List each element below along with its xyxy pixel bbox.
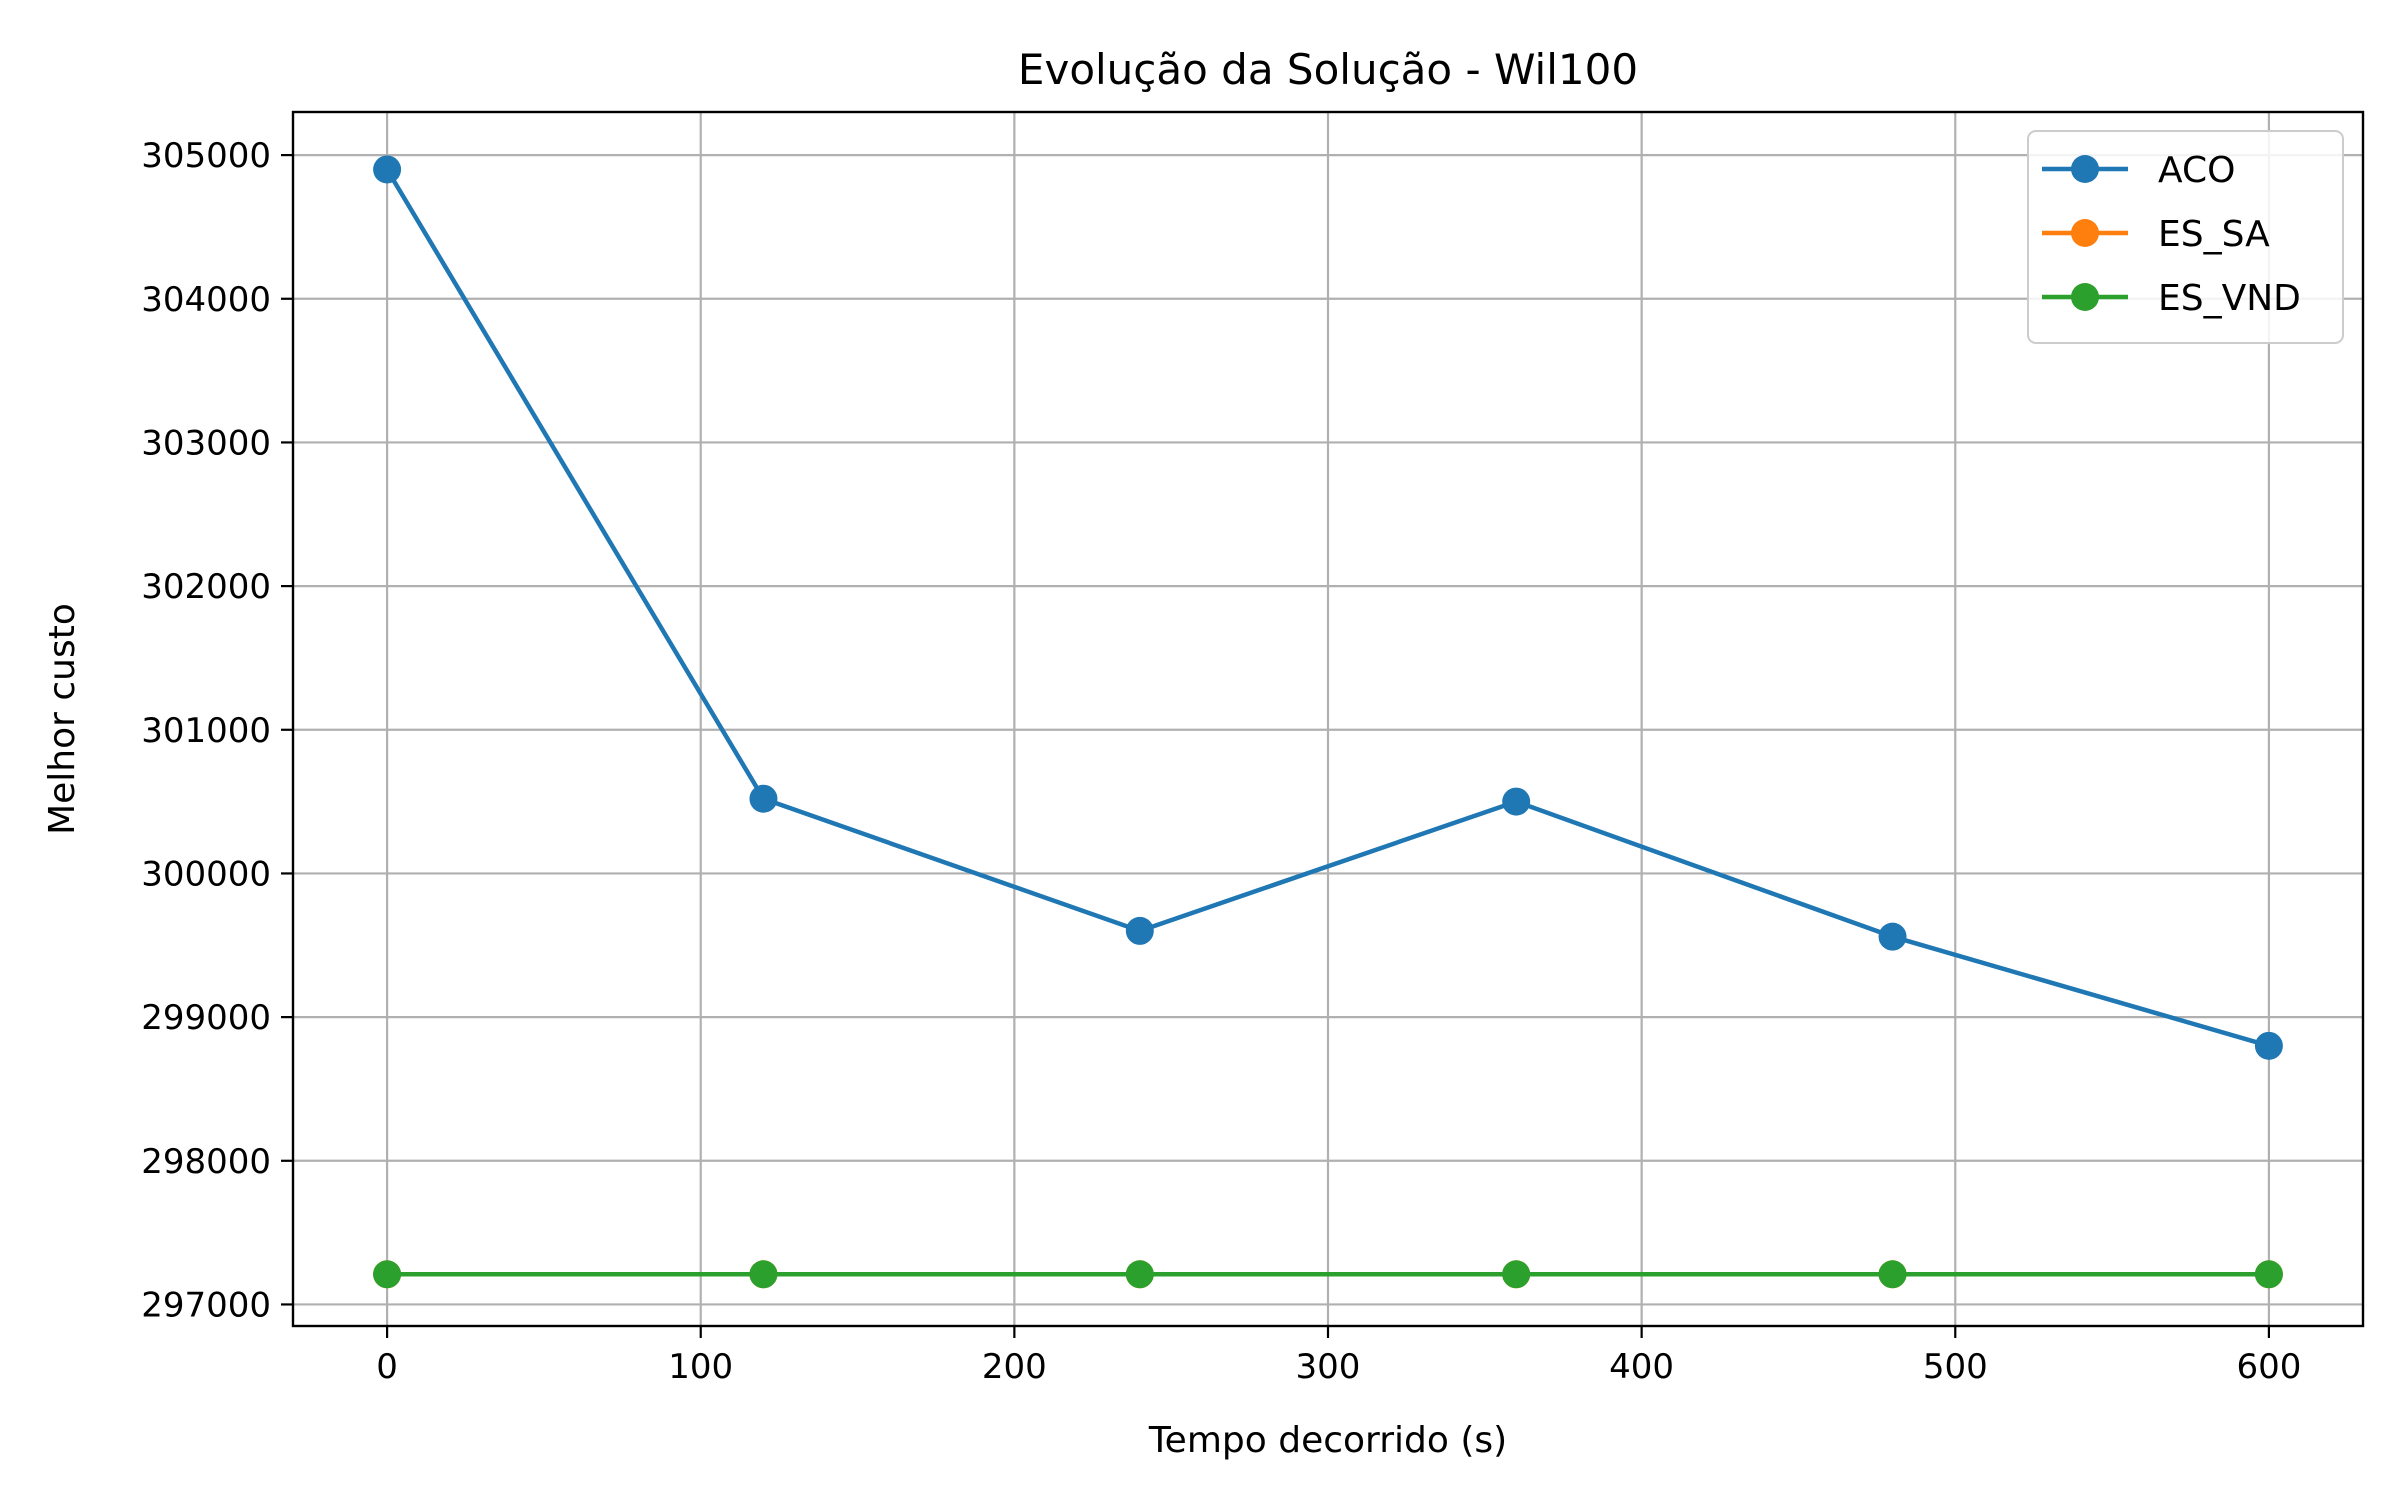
y-tick-label: 298000 [141, 1142, 271, 1182]
y-tick-label: 301000 [141, 711, 271, 751]
data-point-aco [1878, 922, 1907, 951]
legend-marker-es-sa [2071, 219, 2099, 247]
legend-box [2027, 130, 2344, 344]
data-point-es-vnd [1878, 1260, 1907, 1289]
legend-label-es-vnd: ES_VND [2158, 278, 2301, 319]
y-tick-label: 299000 [141, 998, 271, 1038]
data-point-aco [749, 784, 778, 813]
chart-title: Evolução da Solução - Wil100 [1018, 45, 1638, 94]
data-point-es-vnd [1125, 1260, 1154, 1289]
data-point-aco [1125, 916, 1154, 945]
grid-lines [293, 112, 2363, 1326]
series-group [373, 155, 2283, 1289]
x-tick-label: 500 [1923, 1347, 1988, 1387]
x-tick-label: 400 [1609, 1347, 1674, 1387]
y-axis-label: Melhor custo [42, 603, 83, 835]
x-axis-label: Tempo decorrido (s) [1148, 1420, 1507, 1461]
y-tick-label: 303000 [141, 423, 271, 463]
data-point-aco [373, 155, 402, 184]
x-tick-label: 0 [376, 1347, 398, 1387]
x-tick-label: 600 [2236, 1347, 2301, 1387]
legend-marker-es-vnd [2071, 283, 2099, 311]
plot-frame [291, 110, 2365, 1328]
series-line-aco [384, 167, 2272, 1049]
data-point-es-vnd [749, 1260, 778, 1289]
x-tick-label: 200 [982, 1347, 1047, 1387]
y-tick-label: 304000 [141, 280, 271, 320]
legend-label-es-sa: ES_SA [2158, 214, 2270, 255]
x-tick-label: 100 [668, 1347, 733, 1387]
y-tick-label: 300000 [141, 854, 271, 894]
data-point-aco [2254, 1031, 2283, 1060]
y-tick-label: 297000 [141, 1285, 271, 1325]
data-point-es-vnd [2254, 1260, 2283, 1289]
x-axis-ticks: 0 100 200 300 400 500 600 [376, 1326, 2301, 1387]
data-point-es-vnd [1502, 1260, 1531, 1289]
data-point-aco [1502, 787, 1531, 816]
legend-label-aco: ACO [2158, 150, 2235, 191]
legend-marker-aco [2071, 155, 2099, 183]
data-point-es-vnd [373, 1260, 402, 1289]
y-tick-label: 305000 [141, 136, 271, 176]
y-tick-label: 302000 [141, 567, 271, 607]
x-tick-label: 300 [1296, 1347, 1361, 1387]
y-axis-ticks: 297000 298000 299000 300000 301000 302000 3030… [141, 136, 293, 1325]
legend: ACO ES_SA ES_VND [2027, 130, 2344, 344]
